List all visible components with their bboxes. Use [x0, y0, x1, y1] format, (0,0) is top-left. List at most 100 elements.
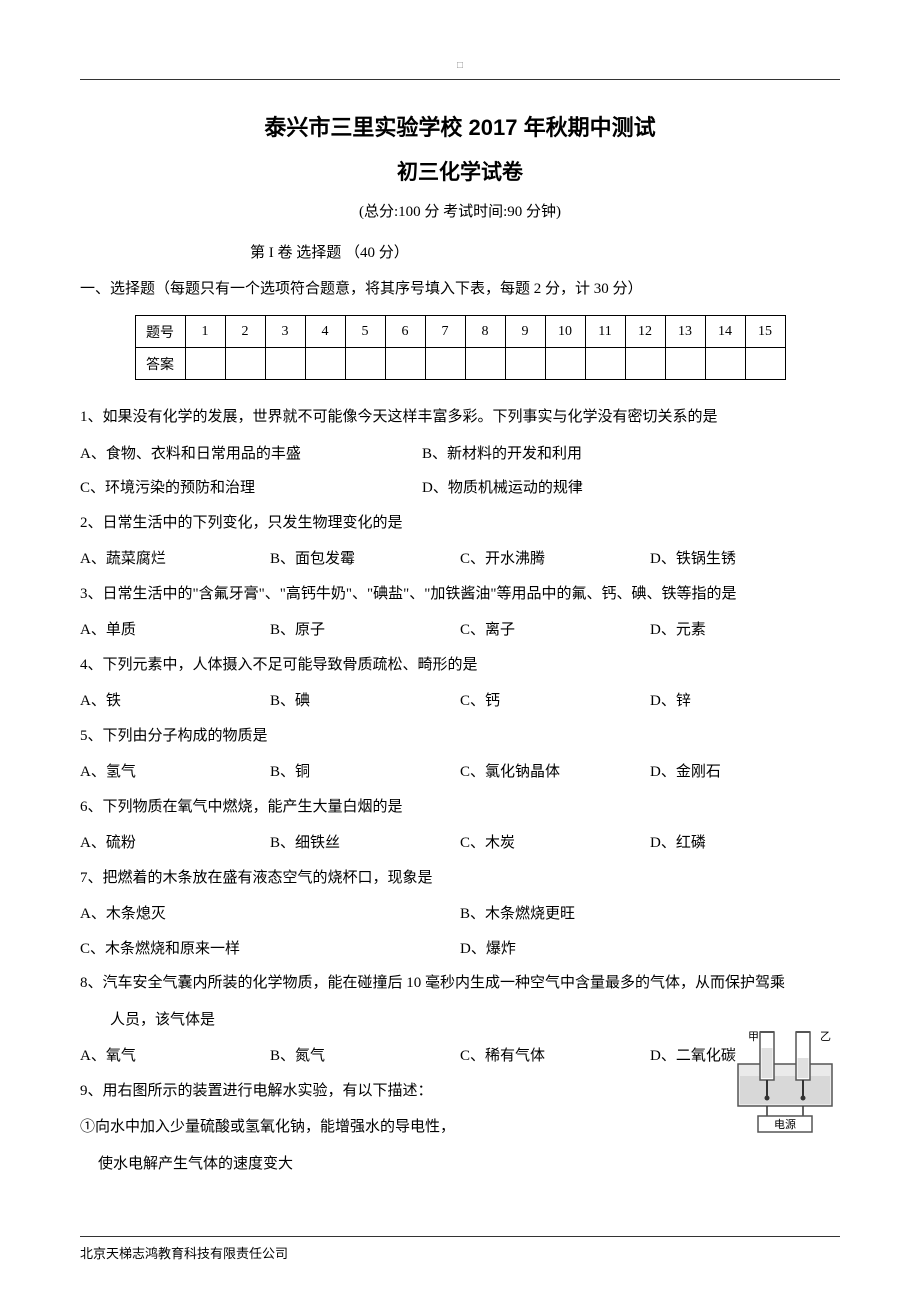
- col-header: 9: [505, 316, 545, 348]
- q5-text: 5、下列由分子构成的物质是: [80, 719, 840, 754]
- q7-options-row2: C、木条燃烧和原来一样 D、爆炸: [80, 932, 840, 967]
- q3-A: A、单质: [80, 613, 270, 648]
- q3-D: D、元素: [650, 613, 840, 648]
- top-marker: □: [80, 60, 840, 71]
- q5-D: D、金刚石: [650, 755, 840, 790]
- footer-text: 北京天梯志鸿教育科技有限责任公司: [80, 1246, 288, 1261]
- answer-cell: [625, 348, 665, 380]
- fig-label-bottom: 电源: [774, 1117, 796, 1131]
- table-row: 答案: [135, 348, 785, 380]
- answer-cell: [345, 348, 385, 380]
- title-main: 泰兴市三里实验学校 2017 年秋期中测试: [80, 110, 840, 142]
- col-header: 6: [385, 316, 425, 348]
- q3-options: A、单质 B、原子 C、离子 D、元素: [80, 613, 840, 648]
- top-divider: [80, 79, 840, 80]
- row-label: 答案: [135, 348, 185, 380]
- electrolysis-figure: 电源 甲 乙: [730, 1026, 840, 1141]
- answer-cell: [705, 348, 745, 380]
- table-row: 题号 1 2 3 4 5 6 7 8 9 10 11 12 13 14 15: [135, 316, 785, 348]
- q1-D: D、物质机械运动的规律: [422, 471, 840, 506]
- col-header: 10: [545, 316, 585, 348]
- answer-cell: [505, 348, 545, 380]
- q6-options: A、硫粉 B、细铁丝 C、木炭 D、红磷: [80, 826, 840, 861]
- q4-A: A、铁: [80, 684, 270, 719]
- q8-C: C、稀有气体: [460, 1039, 650, 1074]
- q7-B: B、木条燃烧更旺: [460, 897, 840, 932]
- answer-cell: [585, 348, 625, 380]
- col-header: 14: [705, 316, 745, 348]
- q4-text: 4、下列元素中，人体摄入不足可能导致骨质疏松、畸形的是: [80, 648, 840, 683]
- q6-text: 6、下列物质在氧气中燃烧，能产生大量白烟的是: [80, 790, 840, 825]
- col-header: 3: [265, 316, 305, 348]
- q1-C: C、环境污染的预防和治理: [80, 471, 422, 506]
- q5-A: A、氢气: [80, 755, 270, 790]
- answer-cell: [665, 348, 705, 380]
- q7-A: A、木条熄灭: [80, 897, 460, 932]
- q7-C: C、木条燃烧和原来一样: [80, 932, 460, 967]
- exam-info: (总分:100 分 考试时间:90 分钟): [80, 200, 840, 221]
- q9-text: 9、用右图所示的装置进行电解水实验，有以下描述：: [80, 1074, 840, 1109]
- q1-text: 1、如果没有化学的发展，世界就不可能像今天这样丰富多彩。下列事实与化学没有密切关…: [80, 400, 840, 435]
- q8-A: A、氧气: [80, 1039, 270, 1074]
- col-header: 5: [345, 316, 385, 348]
- q8-text2: 人员，该气体是: [80, 1003, 840, 1038]
- q8-wrap: 8、汽车安全气囊内所装的化学物质，能在碰撞后 10 毫秒内生成一种空气中含量最多…: [80, 966, 840, 1181]
- row-label: 题号: [135, 316, 185, 348]
- col-header: 4: [305, 316, 345, 348]
- q2-D: D、铁锅生锈: [650, 542, 840, 577]
- col-header: 15: [745, 316, 785, 348]
- q2-options: A、蔬菜腐烂 B、面包发霉 C、开水沸腾 D、铁锅生锈: [80, 542, 840, 577]
- col-header: 13: [665, 316, 705, 348]
- q8-text: 8、汽车安全气囊内所装的化学物质，能在碰撞后 10 毫秒内生成一种空气中含量最多…: [80, 966, 840, 1001]
- q2-A: A、蔬菜腐烂: [80, 542, 270, 577]
- section-header: 第 I 卷 选择题 （40 分）: [80, 241, 840, 262]
- q4-C: C、钙: [460, 684, 650, 719]
- footer-divider: [80, 1236, 840, 1237]
- q1-A: A、食物、衣料和日常用品的丰盛: [80, 437, 422, 472]
- q7-D: D、爆炸: [460, 932, 840, 967]
- title-sub: 初三化学试卷: [80, 156, 840, 186]
- q3-B: B、原子: [270, 613, 460, 648]
- q2-B: B、面包发霉: [270, 542, 460, 577]
- fig-label-left: 甲: [748, 1031, 759, 1043]
- answer-cell: [225, 348, 265, 380]
- q5-C: C、氯化钠晶体: [460, 755, 650, 790]
- q2-text: 2、日常生活中的下列变化，只发生物理变化的是: [80, 506, 840, 541]
- q6-B: B、细铁丝: [270, 826, 460, 861]
- q4-B: B、碘: [270, 684, 460, 719]
- q2-C: C、开水沸腾: [460, 542, 650, 577]
- answer-cell: [305, 348, 345, 380]
- q4-options: A、铁 B、碘 C、钙 D、锌: [80, 684, 840, 719]
- col-header: 1: [185, 316, 225, 348]
- q5-options: A、氢气 B、铜 C、氯化钠晶体 D、金刚石: [80, 755, 840, 790]
- q5-B: B、铜: [270, 755, 460, 790]
- q8-B: B、氮气: [270, 1039, 460, 1074]
- q6-C: C、木炭: [460, 826, 650, 861]
- answer-cell: [385, 348, 425, 380]
- footer: 北京天梯志鸿教育科技有限责任公司: [80, 1236, 840, 1262]
- q6-A: A、硫粉: [80, 826, 270, 861]
- q1-options-row1: A、食物、衣料和日常用品的丰盛 B、新材料的开发和利用: [80, 437, 840, 472]
- col-header: 2: [225, 316, 265, 348]
- col-header: 12: [625, 316, 665, 348]
- q8-options: A、氧气 B、氮气 C、稀有气体 D、二氧化碳: [80, 1039, 840, 1074]
- col-header: 7: [425, 316, 465, 348]
- answer-table-wrap: 题号 1 2 3 4 5 6 7 8 9 10 11 12 13 14 15 答…: [80, 315, 840, 380]
- answer-cell: [425, 348, 465, 380]
- fig-label-right: 乙: [820, 1030, 831, 1043]
- q9-line2: 使水电解产生气体的速度变大: [80, 1147, 840, 1182]
- answer-cell: [185, 348, 225, 380]
- q9-line1: ①向水中加入少量硫酸或氢氧化钠，能增强水的导电性，: [80, 1110, 840, 1145]
- answer-cell: [745, 348, 785, 380]
- q7-options-row1: A、木条熄灭 B、木条燃烧更旺: [80, 897, 840, 932]
- q1-B: B、新材料的开发和利用: [422, 437, 840, 472]
- q4-D: D、锌: [650, 684, 840, 719]
- q3-C: C、离子: [460, 613, 650, 648]
- section-instructions: 一、选择题（每题只有一个选项符合题意，将其序号填入下表，每题 2 分，计 30 …: [80, 276, 840, 303]
- answer-cell: [465, 348, 505, 380]
- electrolysis-icon: 电源 甲 乙: [730, 1026, 840, 1136]
- answer-cell: [545, 348, 585, 380]
- q7-text: 7、把燃着的木条放在盛有液态空气的烧杯口，现象是: [80, 861, 840, 896]
- answer-table: 题号 1 2 3 4 5 6 7 8 9 10 11 12 13 14 15 答…: [135, 315, 786, 380]
- col-header: 11: [585, 316, 625, 348]
